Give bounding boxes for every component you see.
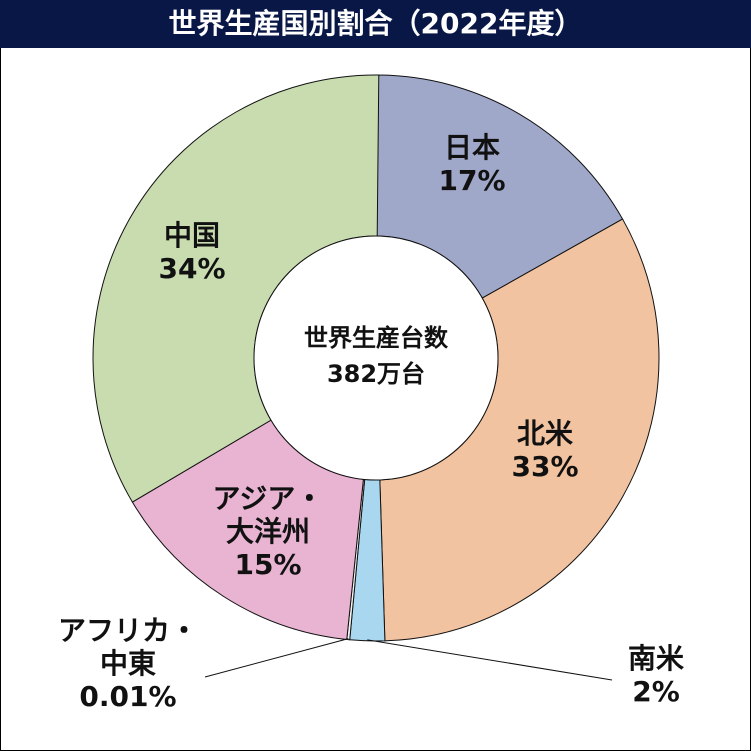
- slice-group: [92, 74, 660, 642]
- slice-percent-asia: 15%: [234, 548, 301, 581]
- donut-hole: [253, 235, 499, 481]
- slice-percent-japan: 17%: [438, 164, 505, 197]
- chart-title: 世界生産国別割合（2022年度）: [0, 0, 751, 48]
- slice-percent-china: 34%: [158, 252, 225, 285]
- leader-lines: [204, 638, 613, 681]
- slice-percent-namerica: 33%: [511, 450, 578, 483]
- slice-name-samerica: 南米: [628, 642, 684, 675]
- slice-name-namerica: 北米: [517, 417, 573, 450]
- slice-name-africa-me: アフリカ・: [58, 614, 198, 647]
- slice-name-asia: アジア・: [213, 482, 324, 515]
- slice-name-japan: 日本: [444, 131, 500, 164]
- slice-name-africa-me: 中東: [100, 647, 156, 680]
- slice-name-asia: 大洋州: [226, 515, 310, 548]
- center-label-title: 世界生産台数: [304, 324, 449, 352]
- leader-line-africa-me: [204, 638, 349, 678]
- center-label-total: 382万台: [327, 360, 425, 388]
- slice-percent-africa-me: 0.01%: [79, 680, 176, 713]
- slice-percent-samerica: 2%: [632, 675, 680, 708]
- leader-line-samerica: [367, 639, 613, 681]
- slice-name-china: 中国: [164, 219, 220, 252]
